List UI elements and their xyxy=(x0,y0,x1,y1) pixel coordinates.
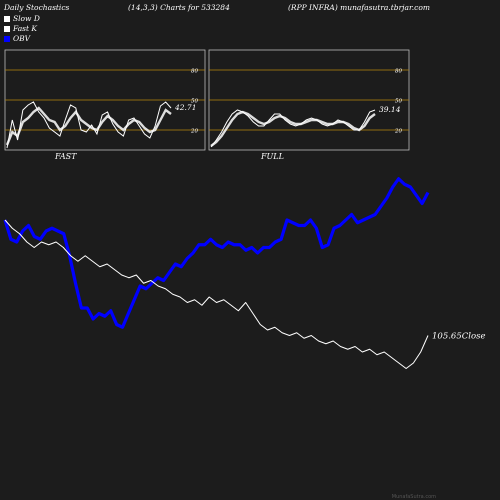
obv-line xyxy=(3,177,430,329)
full-tick-label-20: 20 xyxy=(394,129,402,135)
chart-header-params: (14,3,3) Charts for 533284 xyxy=(128,3,230,12)
full-tick-label-80: 80 xyxy=(395,69,402,75)
chart-header-title: Daily Stochastics xyxy=(4,3,70,12)
fast-tick-label-80: 80 xyxy=(191,69,198,75)
fast-fast-k-line xyxy=(6,101,172,149)
full-panel-label: FULL xyxy=(261,152,284,161)
full-tick-label-50: 50 xyxy=(395,99,402,105)
legend-fast-k: Fast K xyxy=(4,24,37,33)
full-last-value-label: 39.14 xyxy=(379,105,401,114)
full-panel: 80 50 20 39.14 xyxy=(209,69,409,148)
price-obv-panel: 105.65Close xyxy=(3,177,485,369)
legend-label-obv: OBV xyxy=(13,34,31,43)
fast-tick-label-50: 50 xyxy=(191,99,198,105)
full-fast-k-line xyxy=(210,109,376,148)
legend-label-fast-k: Fast K xyxy=(13,24,38,33)
footer-watermark: MunafaSutra.com xyxy=(391,494,436,500)
legend-label-slow-d: Slow D xyxy=(13,14,40,23)
close-line xyxy=(4,219,429,369)
fast-tick-label-20: 20 xyxy=(190,129,198,135)
legend-slow-d: Slow D xyxy=(4,14,40,23)
fast-slow-d-line xyxy=(5,106,172,146)
legend-swatch-fast-k xyxy=(4,25,10,32)
fast-panel: 80 50 20 42.71 xyxy=(5,69,205,149)
close-value-label: 105.65Close xyxy=(432,332,485,342)
legend-swatch-obv xyxy=(4,35,10,42)
fast-last-value-label: 42.71 xyxy=(174,103,196,112)
chart-header-source: (RPP INFRA) munafasutra.tbrjar.com xyxy=(288,3,430,12)
fast-panel-label: FAST xyxy=(55,152,77,161)
legend-swatch-slow-d xyxy=(4,15,10,22)
full-slow-d-line xyxy=(210,110,376,147)
legend-obv: OBV xyxy=(4,34,30,43)
